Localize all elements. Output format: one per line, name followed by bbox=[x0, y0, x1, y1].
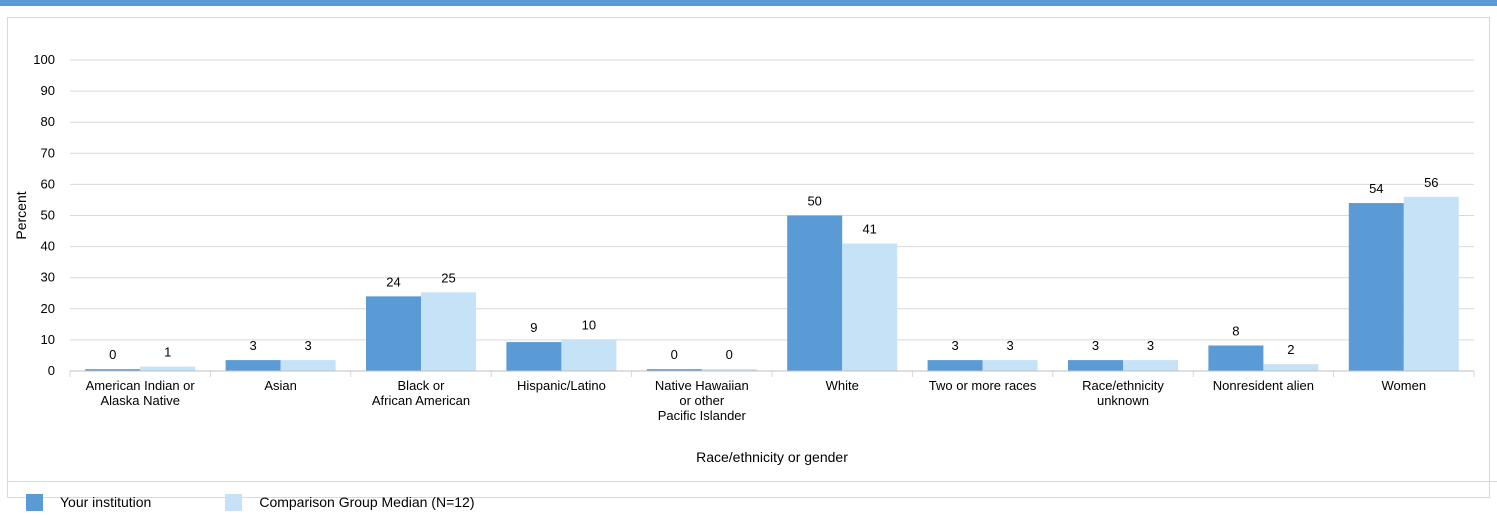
legend-item-your-institution: Your institution bbox=[26, 493, 152, 511]
bar-s2-6 bbox=[982, 360, 1038, 371]
data-label-s1-2: 24 bbox=[386, 274, 400, 289]
bar-s2-2 bbox=[421, 292, 476, 371]
bar-s2-5 bbox=[842, 243, 898, 371]
data-label-s2-4: 0 bbox=[726, 347, 733, 362]
data-label-s2-0: 1 bbox=[164, 345, 171, 360]
bar-s2-7 bbox=[1123, 360, 1178, 371]
x-category-label-7: Race/ethnicity unknown bbox=[1082, 378, 1164, 408]
y-tick-label-80: 80 bbox=[41, 114, 55, 129]
y-tick-label-20: 20 bbox=[41, 301, 55, 316]
y-axis-label: Percent bbox=[13, 191, 29, 239]
y-tick-label-90: 90 bbox=[41, 83, 55, 98]
legend-swatch-your-institution bbox=[26, 493, 43, 511]
legend-item-comparison-median: Comparison Group Median (N=12) bbox=[225, 493, 475, 511]
data-label-s2-6: 3 bbox=[1006, 338, 1013, 353]
data-label-s1-4: 0 bbox=[671, 347, 678, 362]
y-tick-label-60: 60 bbox=[41, 176, 55, 191]
data-label-s2-7: 3 bbox=[1147, 338, 1154, 353]
y-tick-label-0: 0 bbox=[48, 363, 55, 378]
data-label-s1-7: 3 bbox=[1092, 338, 1099, 353]
data-label-s1-8: 8 bbox=[1232, 323, 1239, 338]
bar-s2-0 bbox=[140, 366, 196, 371]
bar-s2-8 bbox=[1263, 364, 1319, 371]
bar-s1-2 bbox=[366, 296, 421, 371]
bar-s2-4 bbox=[701, 369, 757, 371]
data-label-s1-1: 3 bbox=[249, 338, 256, 353]
bar-s2-3 bbox=[561, 339, 617, 371]
bar-s1-0 bbox=[85, 369, 141, 371]
bar-s2-1 bbox=[280, 360, 336, 371]
data-label-s2-5: 41 bbox=[862, 221, 876, 236]
bar-s2-9 bbox=[1403, 196, 1459, 371]
chart-legend: Your institution Comparison Group Median… bbox=[26, 493, 519, 511]
y-tick-label-50: 50 bbox=[41, 208, 55, 223]
x-category-label-1: Asian bbox=[264, 378, 297, 393]
data-label-s2-1: 3 bbox=[304, 338, 311, 353]
legend-label-comparison-median: Comparison Group Median (N=12) bbox=[259, 494, 475, 510]
y-tick-label-70: 70 bbox=[41, 145, 55, 160]
bar-s1-3 bbox=[506, 342, 562, 371]
data-label-s2-3: 10 bbox=[582, 317, 596, 332]
x-category-label-6: Two or more races bbox=[929, 378, 1037, 393]
legend-swatch-comparison-median bbox=[225, 493, 243, 511]
y-tick-label-40: 40 bbox=[41, 239, 55, 254]
bar-s1-5 bbox=[787, 215, 843, 371]
bar-s1-9 bbox=[1348, 203, 1404, 371]
bar-s1-6 bbox=[927, 360, 983, 371]
x-category-label-8: Nonresident alien bbox=[1213, 378, 1314, 393]
legend-divider bbox=[7, 481, 1497, 482]
data-label-s1-5: 50 bbox=[807, 194, 821, 209]
legend-label-your-institution: Your institution bbox=[60, 494, 152, 510]
bar-s1-1 bbox=[225, 360, 281, 371]
x-category-label-3: Hispanic/Latino bbox=[517, 378, 606, 393]
x-category-label-4: Native Hawaiian or other Pacific Islander bbox=[655, 378, 749, 423]
data-label-s1-6: 3 bbox=[951, 338, 958, 353]
data-label-s2-8: 2 bbox=[1287, 342, 1294, 357]
chart-frame bbox=[7, 17, 1490, 498]
data-label-s2-9: 56 bbox=[1424, 175, 1438, 190]
data-label-s2-2: 25 bbox=[441, 270, 455, 285]
y-tick-label-100: 100 bbox=[33, 52, 55, 67]
x-axis-label: Race/ethnicity or gender bbox=[696, 449, 848, 465]
data-label-s1-9: 54 bbox=[1369, 181, 1383, 196]
bar-s1-8 bbox=[1208, 345, 1264, 371]
bar-s1-4 bbox=[646, 369, 702, 371]
x-category-label-0: American Indian or Alaska Native bbox=[86, 378, 196, 408]
data-label-s1-0: 0 bbox=[109, 347, 116, 362]
x-category-label-9: Women bbox=[1382, 378, 1427, 393]
x-category-label-5: White bbox=[826, 378, 859, 393]
y-tick-label-10: 10 bbox=[41, 332, 55, 347]
x-category-label-2: Black or African American bbox=[372, 378, 470, 408]
y-tick-label-30: 30 bbox=[41, 270, 55, 285]
top-accent-bar bbox=[0, 0, 1497, 6]
bar-s1-7 bbox=[1068, 360, 1123, 371]
data-label-s1-3: 9 bbox=[530, 320, 537, 335]
